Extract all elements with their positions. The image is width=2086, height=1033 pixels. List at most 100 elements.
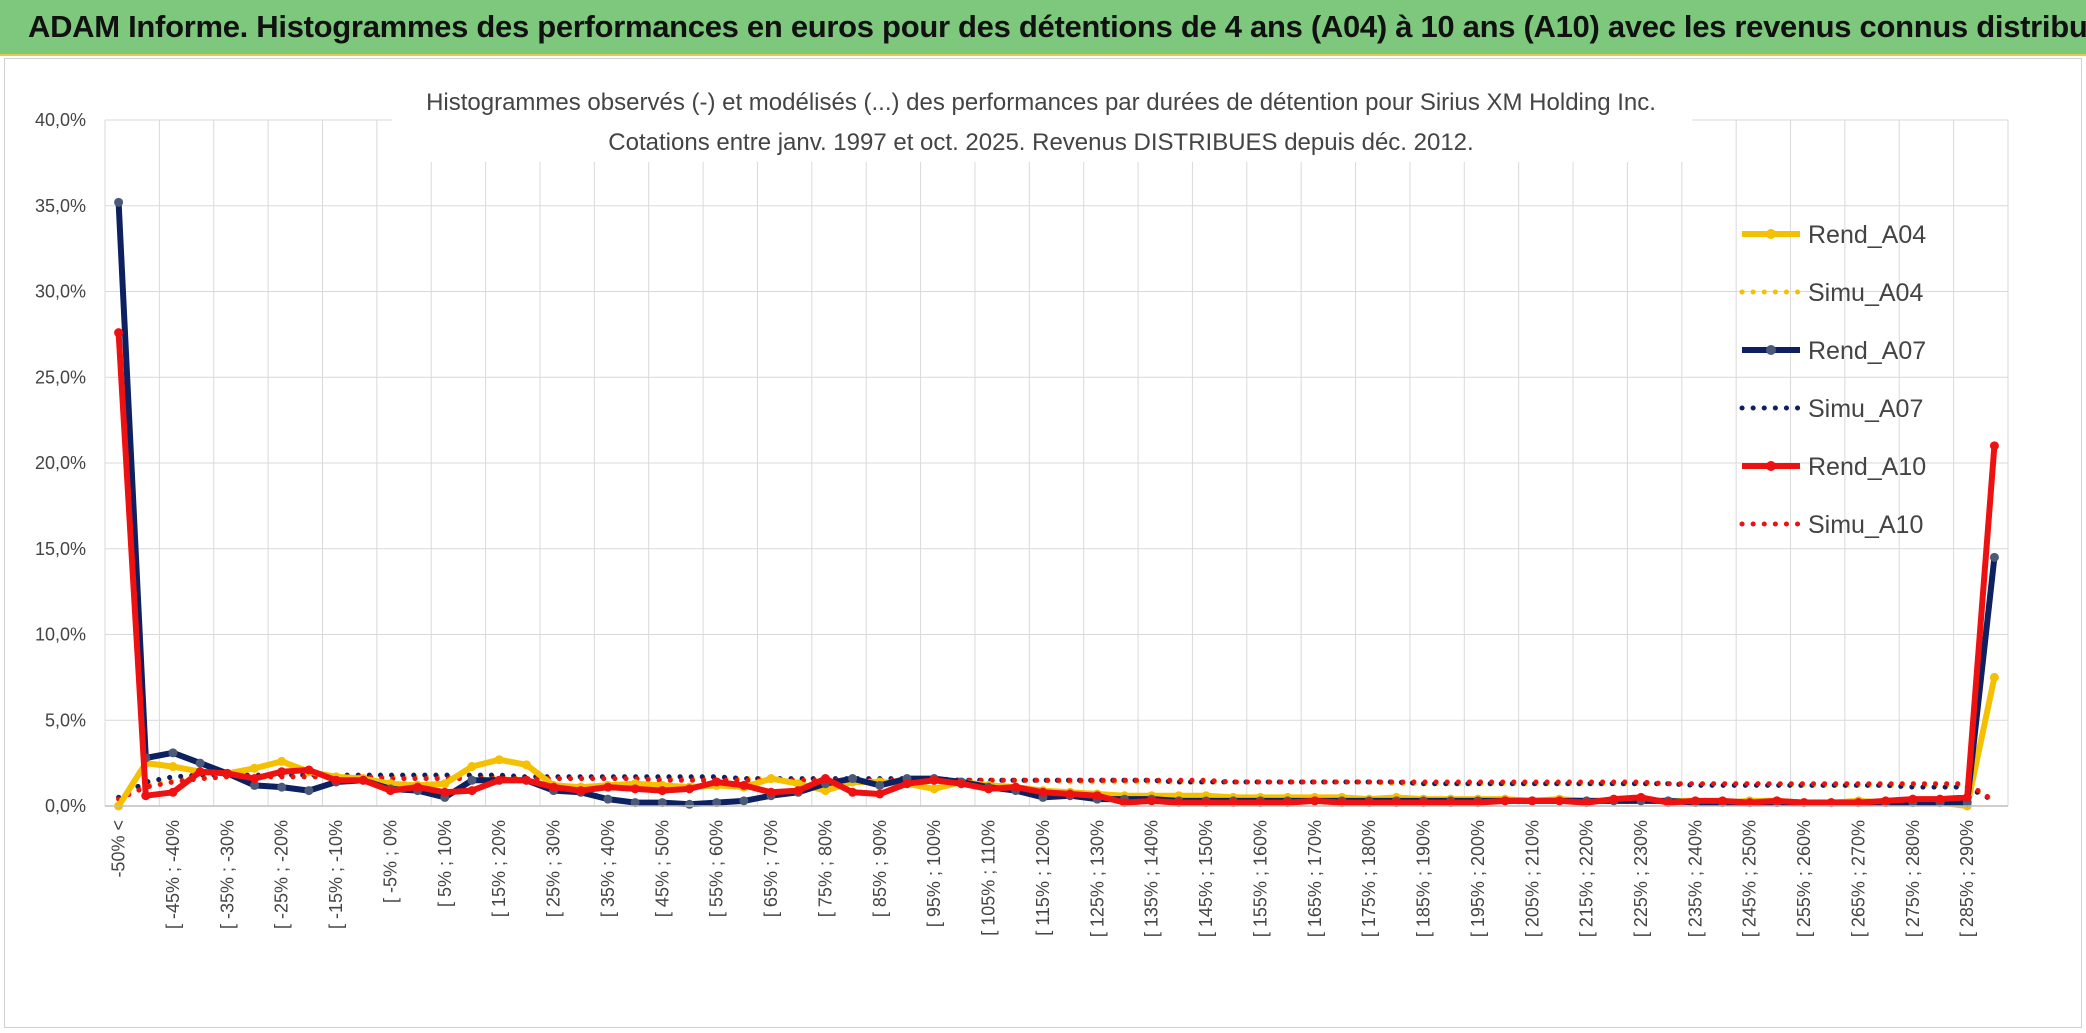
- data-point: [1391, 798, 1401, 808]
- data-point: [1690, 796, 1700, 806]
- x-tick-label: [ 155% ; 160%: [1250, 820, 1270, 937]
- y-tick-label: 30,0%: [35, 282, 86, 302]
- legend-label: Simu_A04: [1808, 279, 1923, 307]
- data-point: [576, 786, 586, 796]
- data-point: [1853, 798, 1863, 808]
- x-tick-label: [ 225% ; 230%: [1631, 820, 1651, 937]
- data-point: [1582, 798, 1592, 808]
- data-point: [549, 782, 559, 792]
- series-Rend_A07: [114, 197, 1999, 809]
- data-point: [1228, 798, 1238, 808]
- series-Simu_A10: [116, 774, 1997, 804]
- data-point: [603, 794, 613, 804]
- data-point: [848, 774, 858, 784]
- legend-label: Simu_A10: [1808, 511, 1923, 539]
- data-point: [657, 786, 667, 796]
- data-point: [1636, 792, 1646, 802]
- x-tick-label: [ 275% ; 280%: [1903, 820, 1923, 937]
- legend-label: Rend_A07: [1808, 337, 1926, 365]
- x-tick-label: [ 205% ; 210%: [1522, 820, 1542, 937]
- data-point: [793, 779, 803, 789]
- data-point: [277, 756, 287, 766]
- x-tick-label: [ 145% ; 150%: [1196, 820, 1216, 937]
- x-tick-label: [ 215% ; 220%: [1577, 820, 1597, 937]
- data-point: [1554, 796, 1564, 806]
- x-tick-label: [ 265% ; 270%: [1848, 820, 1868, 937]
- data-point: [141, 791, 151, 801]
- data-point: [739, 780, 749, 790]
- data-point: [494, 775, 504, 785]
- data-point: [848, 787, 858, 797]
- data-point: [902, 779, 912, 789]
- data-point: [1989, 672, 1999, 682]
- legend-item-Simu_A07: Simu_A07: [1739, 395, 1923, 423]
- data-point: [168, 748, 178, 758]
- chart-subtitle: Cotations entre janv. 1997 et oct. 2025.…: [608, 129, 1473, 156]
- data-point: [684, 784, 694, 794]
- x-tick-label: [ 105% ; 110%: [979, 820, 999, 936]
- legend-item-Simu_A10: Simu_A10: [1739, 511, 1923, 539]
- data-point: [1283, 798, 1293, 808]
- x-tick-label: [ 255% ; 260%: [1794, 820, 1814, 937]
- data-point: [1718, 796, 1728, 806]
- data-point: [277, 782, 287, 792]
- data-point: [1663, 798, 1673, 808]
- data-point: [1065, 789, 1075, 799]
- x-tick-label: [ 95% ; 100%: [924, 820, 944, 927]
- x-tick-label: [ 15% ; 20%: [489, 820, 509, 917]
- data-point: [1473, 798, 1483, 808]
- data-point: [250, 774, 260, 784]
- data-point: [250, 780, 260, 790]
- series-layer: [114, 197, 1999, 811]
- grid-layer: [104, 119, 2009, 807]
- data-point: [114, 328, 124, 338]
- x-tick-label: [ 165% ; 170%: [1305, 820, 1325, 937]
- data-point: [793, 786, 803, 796]
- data-point: [1119, 798, 1129, 808]
- y-tick-label: 40,0%: [35, 110, 86, 130]
- x-tick-label: [ 185% ; 190%: [1414, 820, 1434, 937]
- data-point: [820, 774, 830, 784]
- data-point: [1092, 791, 1102, 801]
- legend-marker: [1766, 345, 1776, 355]
- data-point: [440, 787, 450, 797]
- legend-marker: [1766, 229, 1776, 239]
- x-tick-label: [ 65% ; 70%: [761, 820, 781, 917]
- x-tick-label: [ 285% ; 290%: [1957, 820, 1977, 937]
- data-point: [521, 760, 531, 770]
- data-point: [331, 775, 341, 785]
- data-point: [304, 765, 314, 775]
- data-point: [766, 787, 776, 797]
- data-point: [1364, 798, 1374, 808]
- data-point: [1962, 792, 1972, 802]
- data-point: [1935, 794, 1945, 804]
- x-tick-label: [ 115% ; 120%: [1033, 820, 1053, 936]
- data-point: [630, 784, 640, 794]
- data-point: [739, 796, 749, 806]
- y-tick-label: 5,0%: [45, 710, 86, 730]
- data-point: [385, 786, 395, 796]
- data-point: [1419, 798, 1429, 808]
- legend-item-Rend_A04: Rend_A04: [1742, 221, 1926, 249]
- legend-label: Rend_A10: [1808, 453, 1926, 481]
- series-Rend_A10: [114, 328, 1999, 808]
- x-tick-label: [ 25% ; 30%: [544, 820, 564, 917]
- x-tick-label: [ -5% ; 0%: [380, 820, 400, 903]
- data-point: [1881, 796, 1891, 806]
- data-point: [413, 782, 423, 792]
- y-tick-label: 15,0%: [35, 539, 86, 559]
- data-point: [222, 768, 232, 778]
- data-point: [1038, 787, 1048, 797]
- y-tick-label: 20,0%: [35, 453, 86, 473]
- data-point: [1174, 798, 1184, 808]
- data-point: [1147, 796, 1157, 806]
- data-point: [1799, 798, 1809, 808]
- series-line: [115, 202, 1998, 808]
- data-point: [114, 197, 124, 207]
- data-point: [195, 758, 205, 768]
- data-point: [168, 762, 178, 772]
- x-tick-label: [ 135% ; 140%: [1142, 820, 1162, 937]
- data-point: [929, 784, 939, 794]
- data-point: [984, 784, 994, 794]
- x-tick-label: [ -45% ; -40%: [163, 820, 183, 929]
